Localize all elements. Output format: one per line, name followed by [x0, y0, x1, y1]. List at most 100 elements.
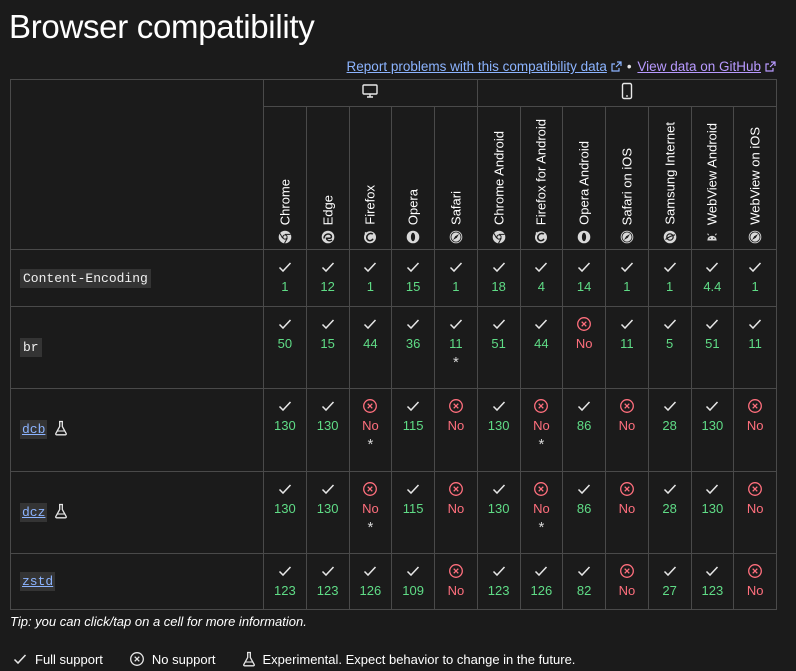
support-cell[interactable]: 11 *: [434, 306, 478, 389]
support-cell[interactable]: 130: [263, 471, 307, 554]
support-cell[interactable]: 18: [476, 249, 521, 307]
support-cell[interactable]: 82: [562, 553, 606, 610]
feature-link[interactable]: dcb: [20, 420, 48, 439]
check-icon: [478, 316, 520, 332]
feature-link[interactable]: dcz: [20, 502, 48, 522]
support-cell[interactable]: 44: [348, 306, 393, 389]
support-cell[interactable]: 14: [562, 249, 606, 307]
support-cell[interactable]: 1: [434, 249, 478, 307]
support-cell[interactable]: 15: [305, 306, 350, 389]
support-version: No: [618, 418, 636, 433]
support-cell[interactable]: 123: [305, 553, 350, 610]
check-icon: [563, 563, 605, 579]
check-icon: [478, 481, 520, 497]
chrome-icon: [492, 230, 506, 244]
support-cell[interactable]: 123: [690, 553, 735, 610]
browser-name: Chrome Android: [491, 131, 507, 225]
support-version: 18: [491, 279, 506, 294]
support-cell[interactable]: 1: [733, 249, 777, 307]
support-cell[interactable]: 123: [476, 553, 521, 610]
support-cell[interactable]: 11: [733, 306, 777, 389]
feature-link[interactable]: zstd: [20, 572, 56, 591]
support-cell[interactable]: 130: [476, 471, 521, 554]
support-cell[interactable]: No: [562, 306, 606, 389]
support-cell[interactable]: 1: [647, 249, 692, 307]
legend-label: Experimental. Expect behavior to change …: [262, 652, 576, 667]
support-cell[interactable]: 1: [605, 249, 649, 307]
support-cell[interactable]: No *: [348, 388, 393, 472]
view-on-github-link[interactable]: View data on GitHub: [637, 59, 761, 74]
support-cell[interactable]: No: [733, 471, 777, 554]
support-cell[interactable]: 4.4: [690, 249, 735, 307]
support-cell[interactable]: No: [733, 388, 777, 472]
firefox-icon: [534, 230, 548, 244]
support-cell[interactable]: 1: [348, 249, 393, 307]
support-cell[interactable]: 51: [690, 306, 735, 389]
support-cell[interactable]: 123: [263, 553, 307, 610]
support-cell[interactable]: 86: [562, 388, 606, 472]
report-problems-link[interactable]: Report problems with this compatibility …: [346, 59, 607, 74]
support-version: 130: [487, 418, 510, 433]
platform-mobile: [476, 79, 778, 107]
check-icon: [606, 316, 648, 332]
support-cell[interactable]: No: [434, 388, 478, 472]
flask-icon: [54, 503, 68, 523]
browser-name: Firefox for Android: [533, 118, 549, 225]
support-cell[interactable]: 28: [647, 388, 692, 472]
edge-icon: [321, 230, 335, 244]
support-cell[interactable]: 126: [519, 553, 564, 610]
chrome-icon: [278, 230, 292, 244]
support-cell[interactable]: 86: [562, 471, 606, 554]
support-cell[interactable]: 130: [690, 388, 735, 472]
support-cell[interactable]: 115: [391, 388, 435, 472]
support-cell[interactable]: 130: [690, 471, 735, 554]
support-cell[interactable]: 12: [305, 249, 350, 307]
no-support-icon: [129, 652, 152, 667]
support-version: 15: [320, 336, 335, 351]
support-version: 123: [487, 583, 510, 598]
support-cell[interactable]: No: [605, 471, 649, 554]
check-icon: [692, 481, 734, 497]
support-cell[interactable]: 27: [647, 553, 692, 610]
support-cell[interactable]: No: [733, 553, 777, 610]
support-cell[interactable]: No *: [348, 471, 393, 554]
support-cell[interactable]: 1: [263, 249, 307, 307]
legend-item: No support: [129, 651, 216, 667]
no-support-icon: [350, 481, 392, 497]
support-cell[interactable]: 130: [305, 388, 350, 472]
external-link-icon: [611, 60, 622, 75]
support-cell[interactable]: 115: [391, 471, 435, 554]
support-cell[interactable]: No: [605, 388, 649, 472]
support-cell[interactable]: 5: [647, 306, 692, 389]
support-cell[interactable]: 11: [605, 306, 649, 389]
feature-name-cell: dcz: [10, 471, 264, 554]
support-cell[interactable]: No *: [519, 388, 564, 472]
support-cell[interactable]: No: [434, 553, 478, 610]
support-version: 109: [402, 583, 424, 598]
support-cell[interactable]: 28: [647, 471, 692, 554]
support-cell[interactable]: 130: [476, 388, 521, 472]
browser-header: Safari: [434, 106, 478, 250]
support-version: 11: [449, 336, 463, 351]
support-cell[interactable]: 130: [263, 388, 307, 472]
support-cell[interactable]: 15: [391, 249, 435, 307]
support-cell[interactable]: 36: [391, 306, 435, 389]
support-cell[interactable]: No: [434, 471, 478, 554]
support-version: 1: [623, 279, 631, 294]
support-cell[interactable]: 44: [519, 306, 564, 389]
support-cell[interactable]: No *: [519, 471, 564, 554]
support-cell[interactable]: No: [605, 553, 649, 610]
feature-name-cell: zstd: [10, 553, 264, 610]
support-cell[interactable]: 126: [348, 553, 393, 610]
support-cell[interactable]: 130: [305, 471, 350, 554]
support-cell[interactable]: 51: [476, 306, 521, 389]
browser-header: Opera Android: [562, 106, 606, 250]
check-icon: [478, 563, 520, 579]
support-cell[interactable]: 109: [391, 553, 435, 610]
support-version: 15: [405, 279, 421, 294]
support-cell[interactable]: 4: [519, 249, 564, 307]
check-icon: [12, 652, 35, 667]
support-cell[interactable]: 50: [263, 306, 307, 389]
firefox-icon: [363, 230, 377, 244]
legend-item: Full support: [12, 651, 103, 667]
